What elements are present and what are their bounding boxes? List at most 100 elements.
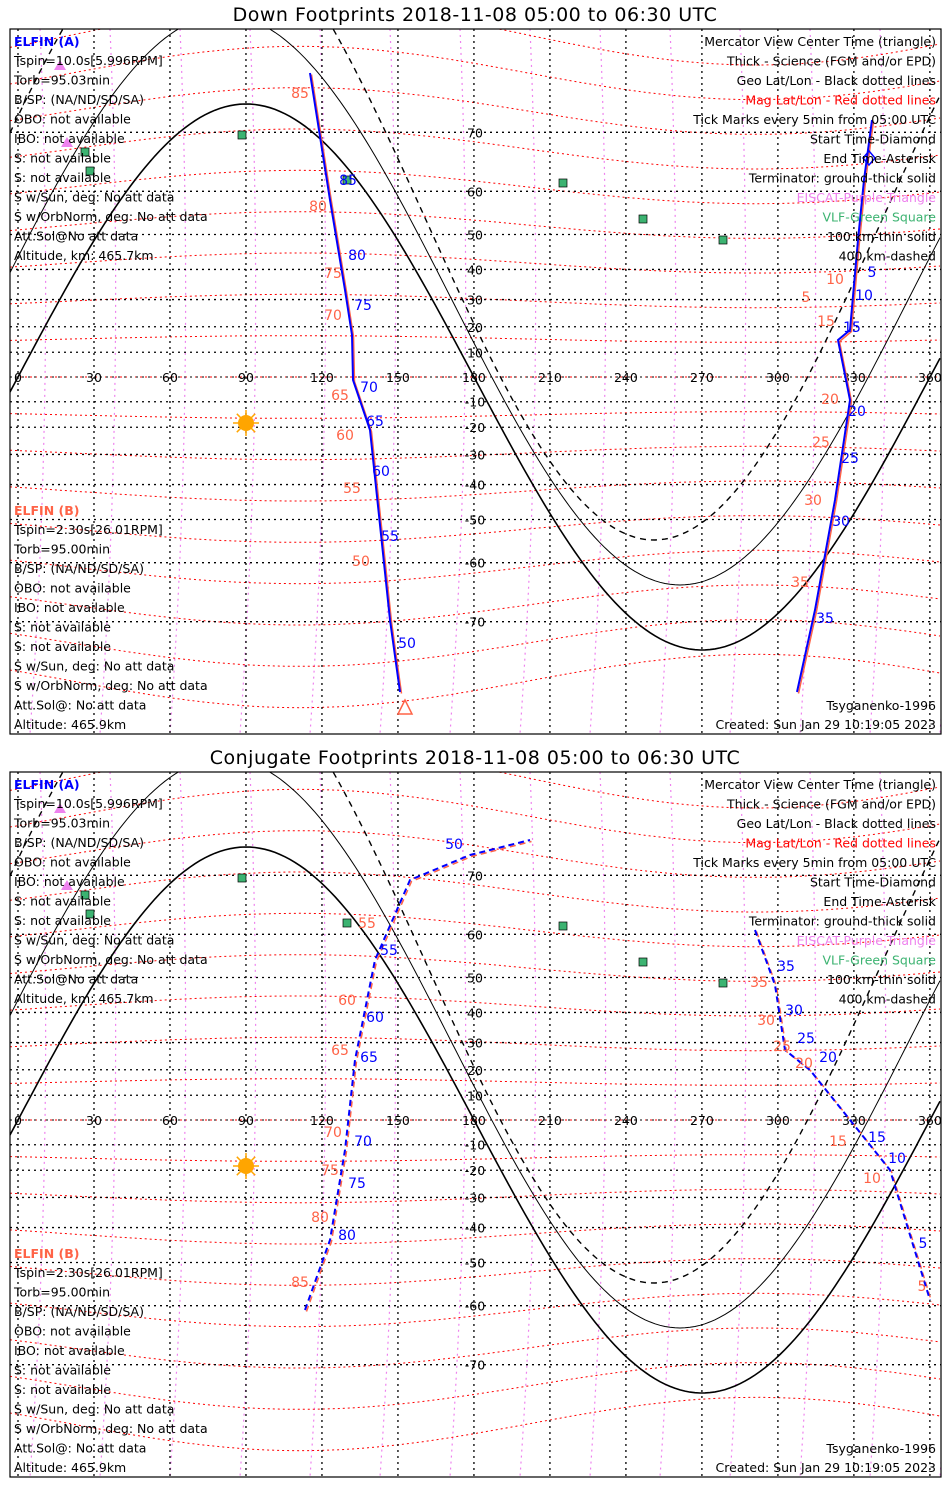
panel-frame bbox=[9, 28, 942, 735]
lon-tick-label: 90 bbox=[238, 1113, 254, 1128]
vlf-station-square bbox=[342, 175, 352, 185]
elfin-b-tick-label: 25 bbox=[812, 435, 830, 451]
mag-lat-line bbox=[10, 549, 941, 585]
eiscat-triangle bbox=[61, 880, 73, 890]
legend-entry: 100 km-thin solid bbox=[827, 972, 936, 987]
elfin-a-info: S w/Sun, deg: No att data bbox=[14, 190, 174, 205]
elfin-b-tick-label: 65 bbox=[331, 388, 349, 404]
mag-lat-line bbox=[10, 912, 941, 948]
elfin-b-info: S: not available bbox=[14, 639, 111, 654]
sun-icon bbox=[233, 410, 259, 436]
vlf-station-square bbox=[85, 166, 95, 176]
legend-entry: 400 km-dashed bbox=[839, 992, 936, 1007]
elfin-a-info: OBO: not available bbox=[14, 112, 131, 127]
elfin-b-info: S w/OrbNorm, deg: No att data bbox=[14, 678, 208, 693]
elfin-a-tick-label: 55 bbox=[380, 943, 398, 959]
lat-tick-label: 60 bbox=[467, 184, 483, 199]
elfin-b-tick-label: 50 bbox=[352, 554, 370, 570]
lat-tick-label: 40 bbox=[467, 262, 483, 277]
lat-tick-label: 50 bbox=[467, 970, 483, 985]
elfin-b-tick-label: 20 bbox=[795, 1056, 813, 1072]
elfin-a-label: ELFIN (A) bbox=[14, 777, 80, 792]
lat-tick-label: -10 bbox=[465, 395, 485, 410]
elfin-a-tick-label: 85 bbox=[339, 173, 357, 189]
elfin-b-info: S: not available bbox=[14, 1363, 111, 1378]
elfin-b-tick-label: 5 bbox=[802, 290, 811, 306]
elfin-a-tick-label: 55 bbox=[381, 529, 399, 545]
created-timestamp: Created: Sun Jan 29 10:19:05 2023 bbox=[716, 717, 936, 732]
elfin-a-track-2 bbox=[796, 119, 873, 693]
elfin-b-tick-label: 30 bbox=[757, 1013, 775, 1029]
lon-tick-label: 0 bbox=[14, 1113, 22, 1128]
lat-tick-label: 30 bbox=[467, 1036, 483, 1051]
mag-lat-line bbox=[10, 87, 941, 135]
lat-tick-label: -70 bbox=[465, 1358, 485, 1373]
mag-lat-line bbox=[10, 480, 941, 502]
lat-tick-label: 20 bbox=[467, 320, 483, 335]
elfin-a-info: Tspin=10.0s[5.996RPM] bbox=[13, 796, 163, 811]
elfin-b-tick-label: 75 bbox=[324, 266, 342, 282]
legend-entry: End Time-Asterisk bbox=[823, 894, 936, 909]
panel-frame bbox=[9, 771, 942, 1478]
lon-tick-label: 150 bbox=[386, 370, 410, 385]
elfin-b-info: Altitude: 465.9km bbox=[14, 717, 126, 732]
lon-tick-label: 60 bbox=[162, 370, 178, 385]
lon-tick-label: 270 bbox=[690, 1113, 714, 1128]
mag-lat-line bbox=[10, 830, 941, 878]
mag-lat-line bbox=[10, 1292, 941, 1328]
legend-entry: Thick - Science (FGM and/or EPD) bbox=[726, 797, 936, 812]
lat-tick-label: -40 bbox=[465, 478, 485, 493]
terminator-100km bbox=[10, 772, 941, 1329]
model-label: Tsyganenko-1996 bbox=[825, 1441, 936, 1456]
lat-tick-label: -10 bbox=[465, 1138, 485, 1153]
elfin-a-tick-label: 50 bbox=[445, 837, 463, 853]
elfin-b-tick-label: 80 bbox=[309, 199, 327, 215]
terminator-ground bbox=[10, 103, 941, 651]
vlf-station-square bbox=[558, 178, 568, 188]
mag-lat-line bbox=[10, 1223, 941, 1245]
lat-tick-label: -60 bbox=[465, 1299, 485, 1314]
elfin-b-info: B/SP: (NA/ND/SD/SA) bbox=[14, 561, 144, 576]
elfin-b-info: S: not available bbox=[14, 620, 111, 635]
elfin-b-tick-label: 35 bbox=[750, 975, 768, 991]
lon-tick-label: 300 bbox=[766, 370, 790, 385]
mag-lat-line bbox=[10, 954, 941, 982]
mag-lon-line bbox=[589, 29, 607, 734]
elfin-a-info: Altitude, km: 465.7km bbox=[14, 248, 154, 263]
elfin-b-tick-label: 60 bbox=[338, 993, 356, 1009]
elfin-a-info: B/SP: (NA/ND/SD/SA) bbox=[14, 92, 144, 107]
elfin-a-tick-label: 50 bbox=[398, 636, 416, 652]
legend-entry: VLF-Green Square bbox=[822, 210, 936, 225]
panel-title: Conjugate Footprints 2018-11-08 05:00 to… bbox=[209, 747, 741, 769]
elfin-a-tick-label: 5 bbox=[868, 265, 877, 281]
panel-title: Down Footprints 2018-11-08 05:00 to 06:3… bbox=[232, 4, 718, 26]
mag-lat-line bbox=[10, 411, 941, 419]
elfin-b-info: OBO: not available bbox=[14, 1324, 131, 1339]
mag-lat-line bbox=[10, 995, 941, 1017]
legend-entry: Mag Lat/Lon - Red dotted lines bbox=[745, 93, 936, 108]
elfin-a-tick-label: 30 bbox=[832, 514, 850, 530]
elfin-a-tick-label: 75 bbox=[348, 1176, 366, 1192]
elfin-b-tick-label: 30 bbox=[804, 493, 822, 509]
elfin-b-tick-label: 15 bbox=[817, 314, 835, 330]
elfin-a-info: S: not available bbox=[14, 913, 111, 928]
elfin-a-tick-label: 80 bbox=[348, 248, 366, 264]
vlf-station-square bbox=[237, 130, 247, 140]
legend-entry: Tick Marks every 5min from 05:00 UTC bbox=[692, 112, 936, 127]
elfin-b-info: Att.Sol@: No att data bbox=[14, 1441, 146, 1456]
terminator-400km bbox=[10, 29, 941, 541]
elfin-a-tick-label: 30 bbox=[785, 1003, 803, 1019]
mag-lat-line bbox=[10, 445, 941, 461]
legend-entry: Thick - Science (FGM and/or EPD) bbox=[726, 54, 936, 69]
elfin-b-info: Torb=95.00min bbox=[13, 542, 110, 557]
vlf-station-square bbox=[85, 909, 95, 919]
elfin-a-tick-label: 25 bbox=[797, 1031, 815, 1047]
elfin-b-info: S w/Sun, deg: No att data bbox=[14, 1402, 174, 1417]
lon-tick-label: 60 bbox=[162, 1113, 178, 1128]
mag-lon-line bbox=[659, 29, 677, 734]
mag-lat-line bbox=[10, 169, 941, 205]
lat-tick-label: 40 bbox=[467, 1005, 483, 1020]
mag-lat-line bbox=[10, 128, 941, 170]
legend-entry: End Time-Asterisk bbox=[823, 151, 936, 166]
